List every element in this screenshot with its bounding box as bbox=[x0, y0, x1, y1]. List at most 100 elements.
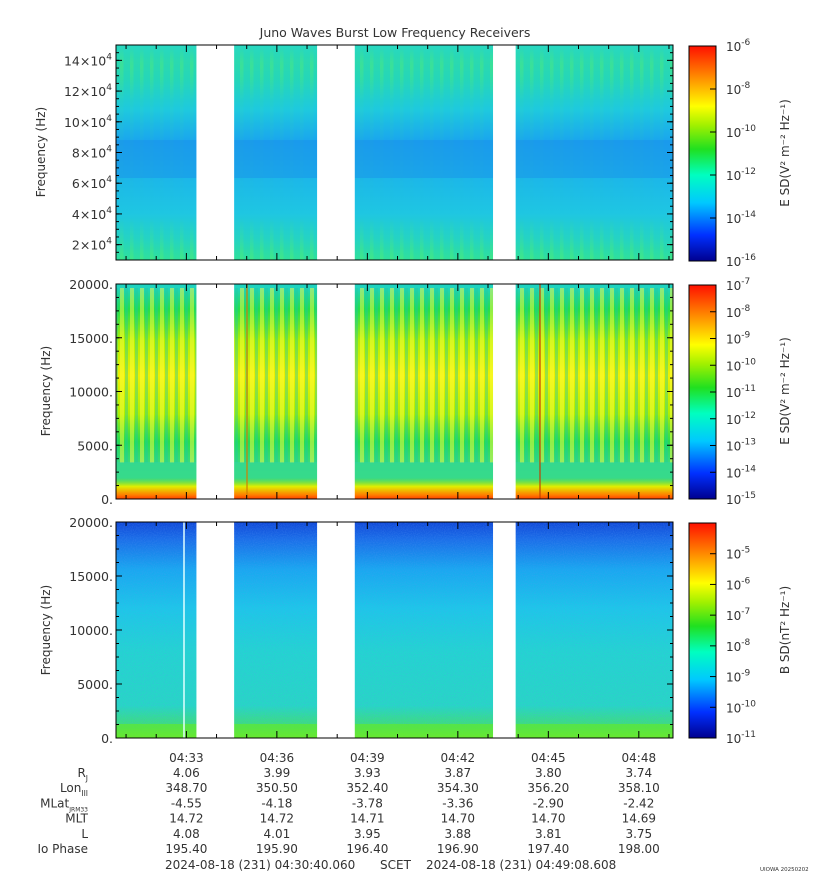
data-gap bbox=[493, 45, 516, 260]
ephemeris-value: 3.74 bbox=[625, 766, 652, 780]
ephemeris-value: 196.90 bbox=[437, 842, 479, 856]
panel-2-y-axis: 0. 5000. 10000. 15000. 20000. bbox=[69, 277, 673, 507]
ephemeris-value: 3.75 bbox=[625, 827, 652, 841]
ephemeris-value: 4.01 bbox=[264, 827, 291, 841]
ephemeris-value: -4.18 bbox=[261, 796, 292, 810]
colorbar-tick-label: 10-8 bbox=[726, 304, 751, 320]
ephemeris-value: 14.70 bbox=[531, 812, 565, 826]
y-tick-label: 6×104 bbox=[72, 175, 112, 191]
ephemeris-value: 356.20 bbox=[527, 781, 569, 795]
y-tick-label: 10×104 bbox=[64, 114, 112, 130]
chart-title: Juno Waves Burst Low Frequency Receivers bbox=[259, 25, 531, 40]
colorbar-tick-label: 10-6 bbox=[726, 38, 751, 54]
y-tick-label: 0. bbox=[101, 492, 113, 507]
ephemeris-value: 348.70 bbox=[165, 781, 207, 795]
ephemeris-value: 3.93 bbox=[354, 766, 381, 780]
footer-scet: SCET bbox=[380, 858, 412, 872]
ephemeris-value: -3.78 bbox=[352, 796, 383, 810]
footer-stamp: UIOWA 20250202 bbox=[760, 867, 809, 873]
data-gap bbox=[493, 522, 516, 738]
panel-1-ylabel: Frequency (Hz) bbox=[34, 107, 48, 198]
panel-3-data-gaps bbox=[196, 522, 516, 738]
colorbar-tick-label: 10-10 bbox=[726, 124, 756, 140]
y-tick-label: 0. bbox=[101, 731, 113, 746]
colorbar-tick-label: 10-7 bbox=[726, 277, 750, 293]
y-tick-label: 10000. bbox=[69, 623, 113, 638]
y-tick-label: 20000. bbox=[69, 515, 113, 530]
ephemeris-value: 3.87 bbox=[444, 766, 471, 780]
time-axis-labels: 04:33 04:36 04:39 04:42 04:45 04:48 bbox=[169, 751, 656, 765]
panel-2-colorbar-label: E SD(V² m⁻² Hz⁻¹) bbox=[778, 337, 792, 445]
time-tick-label: 04:36 bbox=[260, 751, 295, 765]
colorbar-tick-label: 10-10 bbox=[726, 699, 756, 715]
y-tick-label: 12×104 bbox=[64, 83, 112, 99]
ephemeris-value: -4.55 bbox=[171, 796, 202, 810]
colorbar-tick-label: 10-11 bbox=[726, 730, 756, 746]
time-tick-label: 04:48 bbox=[622, 751, 657, 765]
footer-start-time: 2024-08-18 (231) 04:30:40.060 bbox=[165, 858, 355, 872]
panel-1-colorbar-ticks: 10-6 10-8 10-10 10-12 10-14 10-16 bbox=[710, 38, 756, 269]
ephemeris-value: 3.99 bbox=[264, 766, 291, 780]
panel-3-y-axis: 0. 5000. 10000. 15000. 20000. bbox=[69, 515, 673, 746]
ephemeris-value: 352.40 bbox=[346, 781, 388, 795]
colorbar-tick-label: 10-6 bbox=[726, 576, 751, 592]
ephemeris-value: 3.80 bbox=[535, 766, 562, 780]
panel-1-colorbar-label: E SD(V² m⁻² Hz⁻¹) bbox=[778, 99, 792, 207]
ephemeris-value: 195.40 bbox=[165, 842, 207, 856]
ephemeris-value: 4.06 bbox=[173, 766, 200, 780]
ephemeris-table: RJ 4.06 3.99 3.93 3.87 3.80 3.74 LonIII 348.70 35… bbox=[37, 766, 659, 856]
colorbar-tick-label: 10-13 bbox=[726, 438, 756, 454]
panel-1: 2×104 4×104 6×104 8×104 10×104 12×104 14×104 F… bbox=[34, 38, 792, 269]
y-tick-label: 15000. bbox=[69, 569, 113, 584]
colorbar-tick-label: 10-12 bbox=[726, 411, 756, 427]
ephemeris-value: 196.40 bbox=[346, 842, 388, 856]
time-tick-label: 04:42 bbox=[441, 751, 476, 765]
panel-3-colorbar-ticks: 10-5 10-6 10-7 10-8 10-9 10-10 10-11 bbox=[710, 546, 756, 746]
time-tick-label: 04:45 bbox=[531, 751, 566, 765]
panel-3-ylabel: Frequency (Hz) bbox=[39, 585, 53, 676]
colorbar-tick-label: 10-15 bbox=[726, 491, 756, 507]
y-tick-label: 5000. bbox=[77, 438, 113, 453]
data-gap bbox=[493, 284, 516, 499]
ephemeris-row-label: LonIII bbox=[60, 781, 88, 798]
panel-2-x-ticks bbox=[125, 284, 670, 499]
y-tick-label: 8×104 bbox=[72, 145, 112, 161]
ephemeris-value: 14.69 bbox=[622, 812, 656, 826]
panel-3-colorbar bbox=[688, 522, 717, 739]
ephemeris-row-label: L bbox=[81, 827, 88, 841]
ephemeris-value: 197.40 bbox=[527, 842, 569, 856]
data-gap bbox=[317, 284, 355, 499]
ephemeris-value: 14.72 bbox=[260, 812, 294, 826]
panel-3: 0. 5000. 10000. 15000. 20000. Frequency (Hz)… bbox=[39, 515, 792, 746]
ephemeris-value: 195.90 bbox=[256, 842, 298, 856]
colorbar-tick-label: 10-8 bbox=[726, 638, 751, 654]
panel-2: 0. 5000. 10000. 15000. 20000. Frequency (Hz)… bbox=[39, 277, 792, 507]
panel-3-x-ticks bbox=[125, 522, 670, 738]
panel-1-x-ticks bbox=[125, 45, 670, 260]
data-gap bbox=[196, 45, 235, 260]
ephemeris-value: 4.08 bbox=[173, 827, 200, 841]
ephemeris-value: -2.42 bbox=[623, 796, 654, 810]
y-tick-label: 5000. bbox=[77, 677, 113, 692]
ephemeris-row-label: MLT bbox=[65, 812, 88, 826]
y-tick-label: 15000. bbox=[69, 331, 113, 346]
colorbar-tick-label: 10-11 bbox=[726, 384, 756, 400]
ephemeris-value: 14.71 bbox=[350, 812, 384, 826]
colorbar-tick-label: 10-12 bbox=[726, 167, 756, 183]
ephemeris-value: 14.70 bbox=[441, 812, 475, 826]
ephemeris-row-label: Io Phase bbox=[37, 842, 88, 856]
colorbar-tick-label: 10-5 bbox=[726, 546, 750, 562]
footer-end-time: 2024-08-18 (231) 04:49:08.608 bbox=[426, 858, 616, 872]
y-tick-label: 10000. bbox=[69, 385, 113, 400]
colorbar-tick-label: 10-14 bbox=[726, 210, 756, 226]
time-tick-label: 04:39 bbox=[350, 751, 385, 765]
y-tick-label: 2×104 bbox=[72, 237, 112, 253]
data-gap bbox=[196, 522, 235, 738]
ephemeris-value: 3.81 bbox=[535, 827, 562, 841]
data-gap bbox=[317, 522, 355, 738]
panel-1-colorbar bbox=[688, 45, 717, 262]
colorbar-tick-label: 10-16 bbox=[726, 253, 756, 269]
ephemeris-value: 3.95 bbox=[354, 827, 381, 841]
panel-1-data-gaps bbox=[196, 45, 516, 260]
